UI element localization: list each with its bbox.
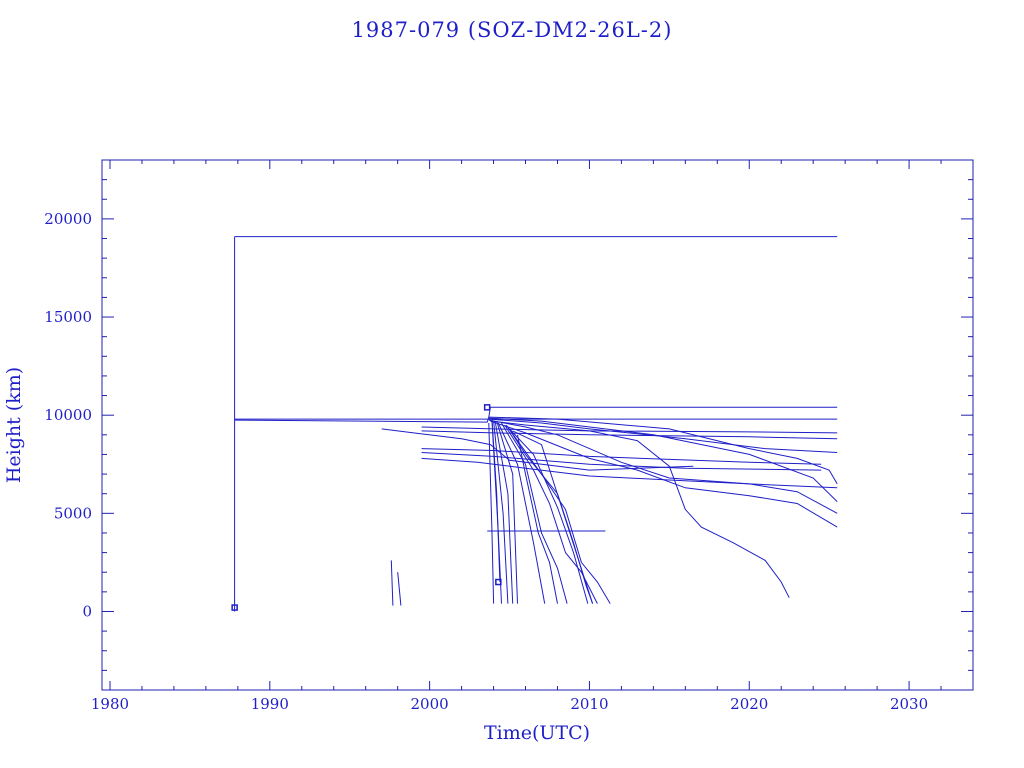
x-axis-label: Time(UTC) bbox=[484, 722, 590, 744]
parent-object-trace bbox=[234, 236, 838, 612]
series-line bbox=[491, 420, 790, 598]
x-tick-label: 2000 bbox=[411, 695, 449, 713]
series-line bbox=[234, 406, 838, 423]
series-line bbox=[512, 430, 594, 604]
series-line bbox=[488, 419, 838, 514]
plot-area: 1980 1990 2000 2010 2020 2030 0 5000 10000 15000 2… bbox=[44, 159, 974, 713]
series-line bbox=[494, 421, 514, 604]
series-line bbox=[490, 420, 838, 528]
y-tick-label: 5000 bbox=[54, 504, 92, 522]
tick-labels: 1980 1990 2000 2010 2020 2030 0 5000 10000 15000 2… bbox=[44, 210, 928, 713]
x-tick-label: 1990 bbox=[251, 695, 289, 713]
series-line bbox=[421, 430, 838, 440]
series-line bbox=[501, 422, 568, 604]
series-line bbox=[496, 420, 518, 604]
y-tick-label: 20000 bbox=[44, 210, 92, 228]
series-line bbox=[497, 422, 546, 604]
series-line bbox=[517, 434, 558, 604]
plot-frame bbox=[101, 159, 974, 691]
data-marker bbox=[495, 578, 502, 586]
series-line bbox=[488, 422, 495, 604]
series-line bbox=[390, 560, 394, 606]
y-tick-label: 15000 bbox=[44, 308, 92, 326]
series-line bbox=[421, 452, 822, 471]
series-line bbox=[488, 416, 838, 485]
series-line bbox=[488, 418, 838, 453]
y-axis-label: Height (km) bbox=[3, 367, 25, 483]
chart-title: 1987-079 (SOZ-DM2-26L-2) bbox=[352, 18, 673, 42]
x-tick-label: 2010 bbox=[570, 695, 608, 713]
x-tick-label: 2030 bbox=[890, 695, 928, 713]
series-line bbox=[381, 428, 694, 471]
series-line bbox=[509, 428, 589, 604]
data-markers bbox=[231, 404, 502, 611]
series-line bbox=[488, 417, 838, 502]
y-tick-label: 0 bbox=[82, 602, 92, 620]
data-marker bbox=[231, 604, 238, 611]
data-marker bbox=[483, 404, 491, 411]
series-line bbox=[493, 421, 509, 604]
x-tick-label: 1980 bbox=[91, 695, 129, 713]
axis-ticks bbox=[102, 159, 974, 691]
x-tick-label: 2020 bbox=[730, 695, 768, 713]
data-traces bbox=[234, 236, 838, 612]
y-tick-label: 10000 bbox=[44, 406, 92, 424]
series-line bbox=[397, 572, 402, 606]
series-line bbox=[505, 424, 611, 604]
